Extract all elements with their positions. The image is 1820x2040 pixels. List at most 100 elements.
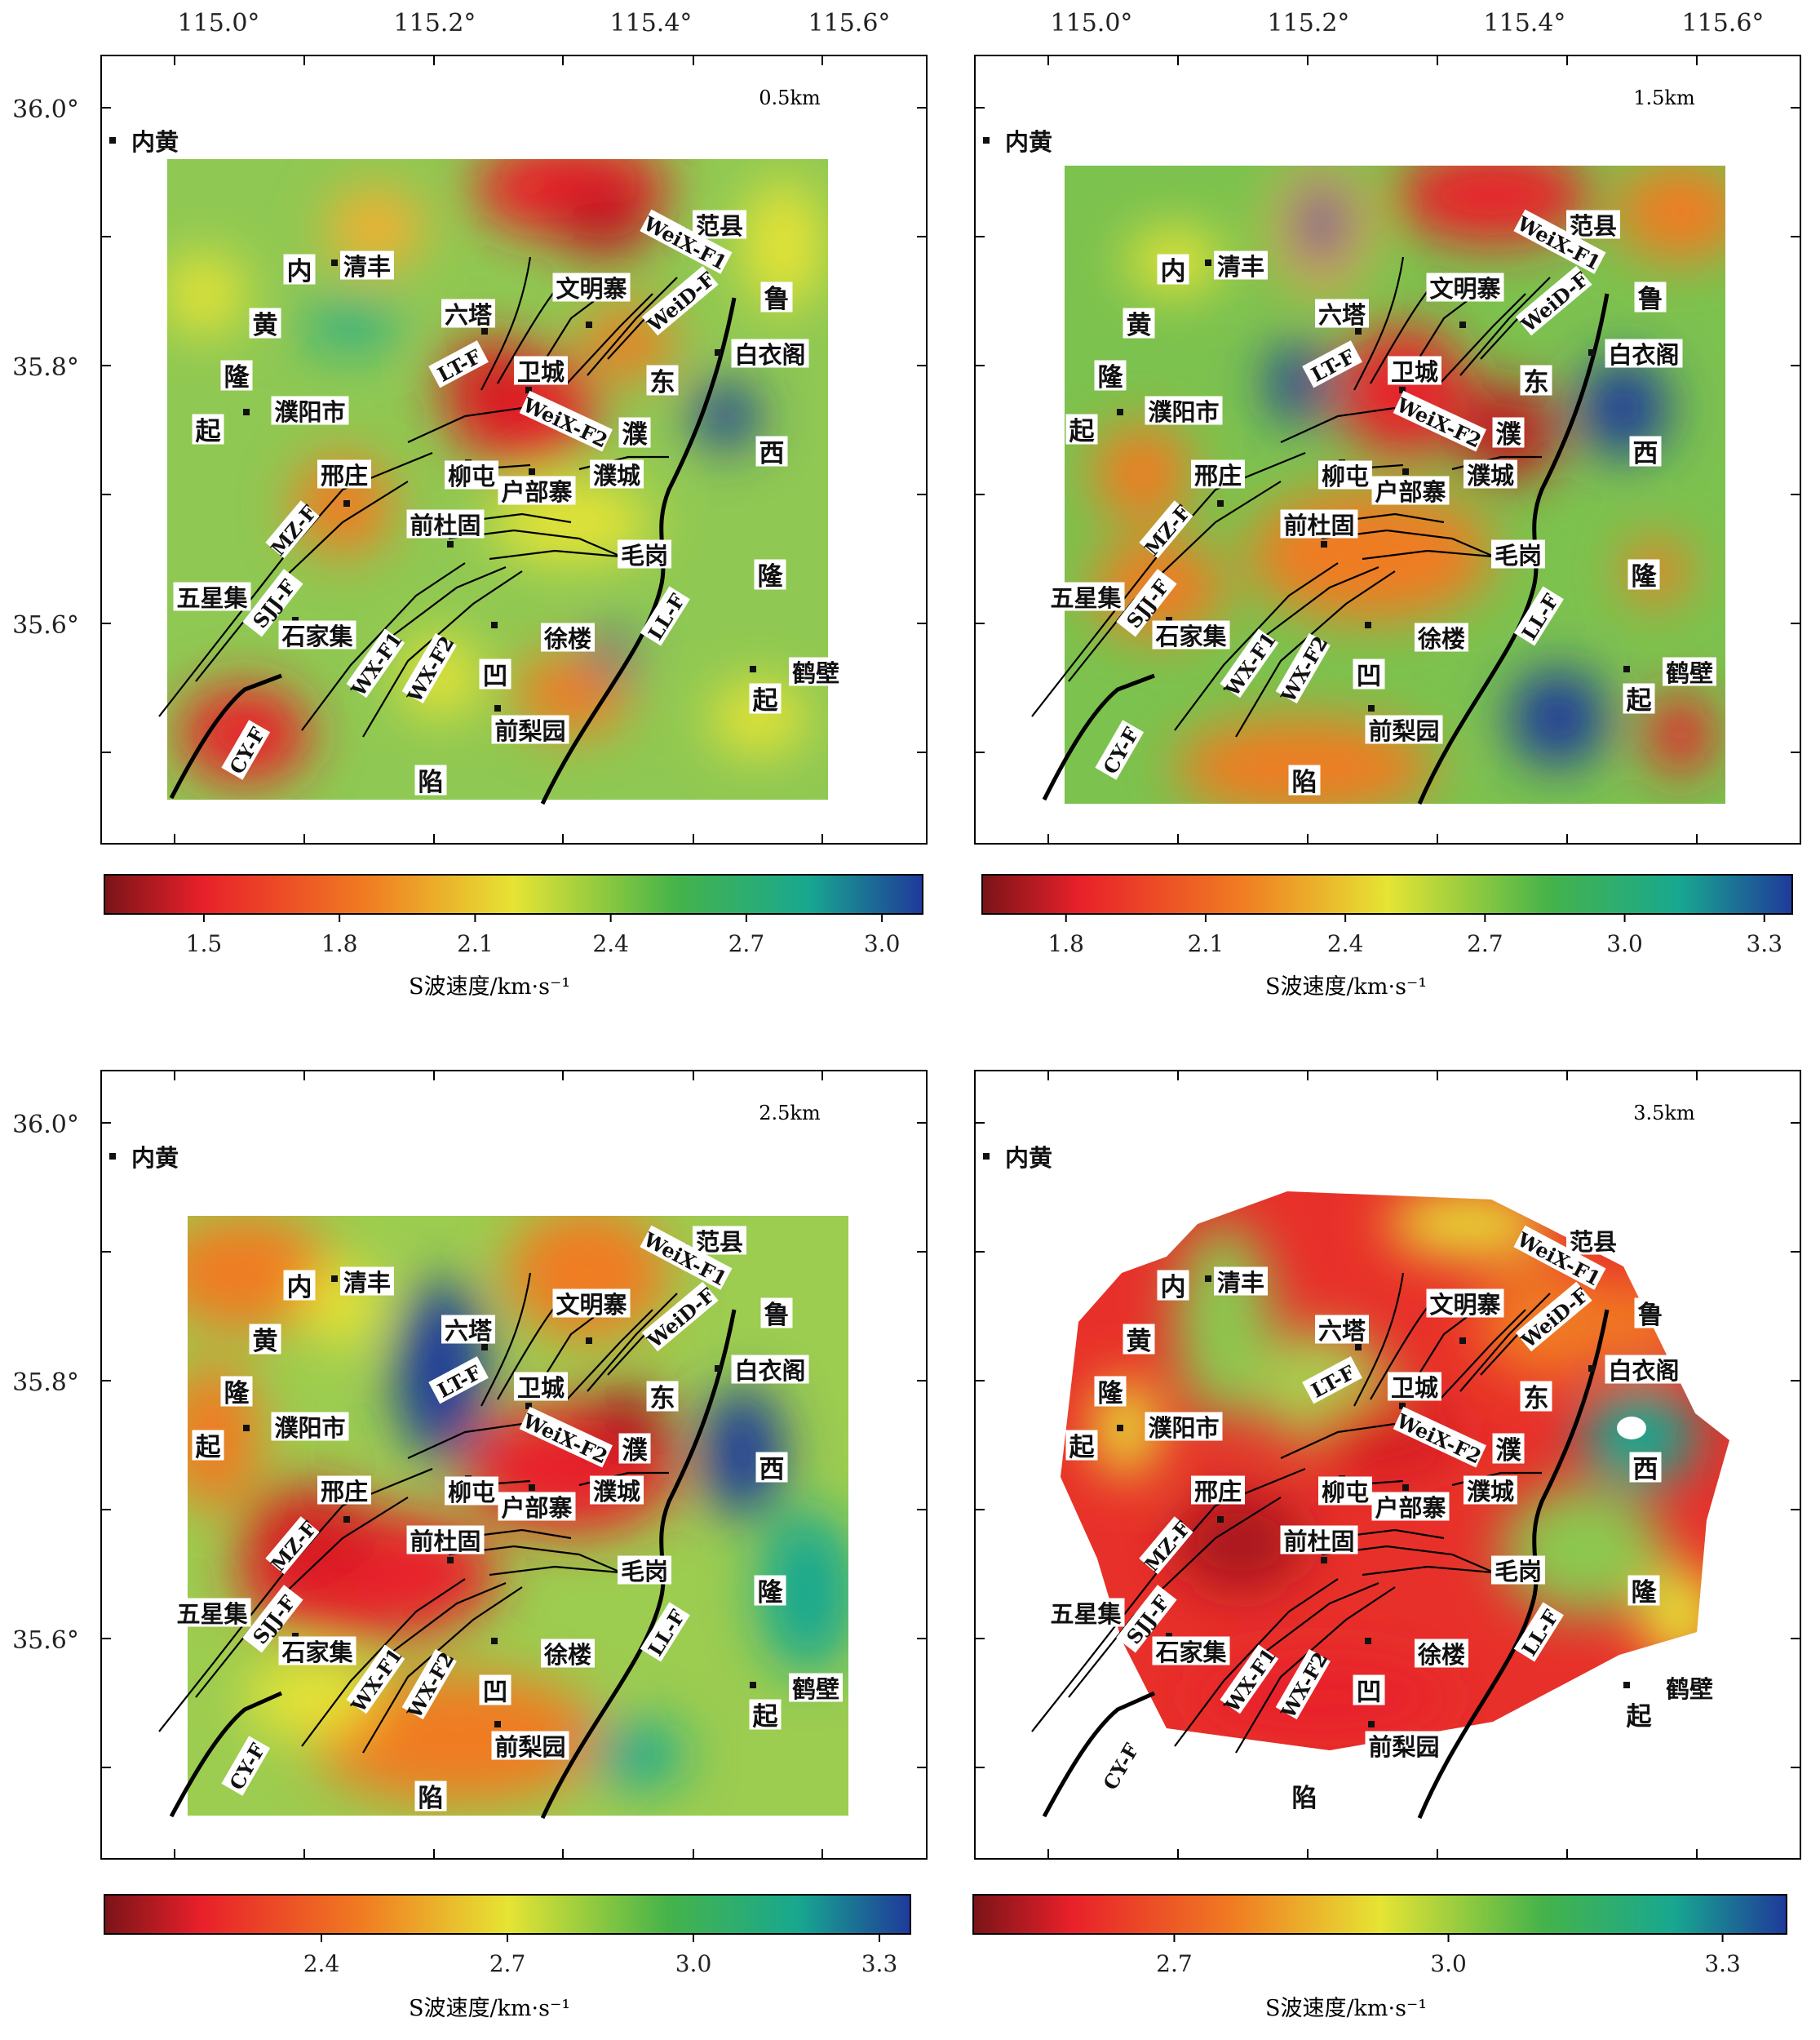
place-label-maogang-text: 毛岗 (1495, 1558, 1542, 1585)
place-label-hebi: 鹤壁 (1663, 1673, 1716, 1703)
station-marker (109, 137, 116, 144)
region-label-c_xi: 西 (755, 1452, 788, 1484)
colorbar-label: S波速度/km·s⁻¹ (409, 974, 570, 1000)
station-marker (1459, 322, 1466, 328)
place-label-shijiaji: 石家集 (1152, 1636, 1230, 1666)
place-label-neihuang_town-text: 内黄 (1005, 128, 1052, 156)
region-label-c_lu-text: 鲁 (1638, 1301, 1663, 1330)
place-label-liutun: 柳屯 (1318, 1476, 1372, 1506)
region-label-c_ao: 凹 (479, 659, 511, 691)
place-label-qingfeng-text: 清丰 (343, 253, 391, 281)
place-label-shijiaji-text: 石家集 (1154, 1639, 1227, 1666)
place-label-qingfeng: 清丰 (1214, 251, 1268, 281)
place-label-maogang: 毛岗 (618, 1555, 671, 1585)
region-label-c_long-text: 隆 (1098, 363, 1124, 392)
region-label-c_qi-text: 起 (1069, 1433, 1096, 1462)
station-marker (292, 1633, 299, 1639)
place-label-baiyige: 白衣阁 (1605, 339, 1683, 369)
region-label-c_long-text: 隆 (1632, 562, 1658, 592)
place-label-weicheng-text: 卫城 (517, 1374, 565, 1402)
station-marker (331, 1275, 338, 1282)
colorbar-2: 1.8 2.1 2.4 2.7 3.0 3.3 S波速度/km·s⁻¹ (981, 874, 1793, 1000)
place-label-baiyige: 白衣阁 (731, 339, 809, 369)
region-label-c_huang-text: 黄 (1127, 311, 1152, 340)
place-label-xingzhuang-text: 邢庄 (321, 462, 368, 490)
map-frame (100, 55, 928, 845)
place-label-qingfeng-text: 清丰 (1217, 1269, 1264, 1297)
place-label-neihuang_town: 内黄 (1002, 1142, 1056, 1172)
station-marker (529, 1484, 535, 1491)
place-label-xulou: 徐楼 (541, 623, 595, 653)
place-label-wenmingzhai-text: 文明寨 (556, 1291, 627, 1319)
region-label-c_qi: 起 (1065, 414, 1098, 446)
region-label-c_lu: 鲁 (760, 1297, 793, 1330)
panel-4-labels: 内黄清丰范县文明寨六塔卫城白衣阁濮阳市邢庄 柳屯户部寨濮城前杜固毛岗五星集石家集徐… (983, 1142, 1716, 1813)
station-marker (1205, 1275, 1211, 1282)
colorbar-tick-label: 2.7 (1156, 1950, 1193, 1977)
colorbar-tick-label: 2.4 (1327, 930, 1364, 957)
place-label-wenmingzhai-text: 文明寨 (1429, 275, 1500, 303)
place-label-wuxingji: 五星集 (173, 1598, 251, 1628)
place-label-baiyige: 白衣阁 (731, 1355, 809, 1385)
station-marker (1399, 1403, 1406, 1409)
place-label-liuta-text: 六塔 (445, 1317, 493, 1345)
region-label-c_xian: 陷 (414, 765, 447, 797)
region-label-c_ao: 凹 (1353, 1674, 1385, 1707)
place-label-qianduku: 前杜固 (1280, 1525, 1358, 1555)
station-marker (715, 349, 721, 356)
region-label-c_xian-text: 陷 (1292, 1784, 1317, 1813)
station-marker (1321, 541, 1327, 548)
station-marker (491, 622, 498, 628)
station-marker (525, 387, 532, 393)
lon-tick-label: 115.4° (610, 9, 693, 38)
region-label-c_long: 隆 (754, 559, 786, 592)
place-label-puchen-text: 濮城 (593, 462, 640, 490)
colorbar-tick-label: 2.7 (728, 930, 765, 957)
place-label-fanxian-text: 范县 (1570, 1228, 1617, 1256)
place-label-wuxingji: 五星集 (1047, 582, 1125, 612)
place-label-puchen-text: 濮城 (1467, 462, 1514, 490)
place-label-wuxingji-text: 五星集 (1050, 1600, 1122, 1628)
region-label-c_long-text: 隆 (1098, 1379, 1124, 1408)
place-label-qianliyuan-text: 前梨园 (494, 717, 565, 745)
place-label-baiyige-text: 白衣阁 (734, 341, 805, 369)
region-label-c_qi-text: 起 (1627, 1702, 1653, 1732)
panel-3-labels: 内黄清丰范县文明寨六塔卫城白衣阁濮阳市邢庄 柳屯户部寨濮城前杜固毛岗五星集石家集徐… (109, 1142, 843, 1813)
region-label-c_huang-text: 黄 (253, 1327, 278, 1356)
place-label-qingfeng: 清丰 (1214, 1266, 1268, 1297)
region-label-c_ao-text: 凹 (483, 662, 508, 691)
place-label-qianliyuan-text: 前梨园 (1368, 1733, 1439, 1761)
place-label-shijiaji: 石家集 (1152, 620, 1230, 650)
place-label-shijiaji-text: 石家集 (1154, 623, 1227, 650)
station-marker (1399, 387, 1406, 393)
place-label-xingzhuang: 邢庄 (1191, 1475, 1245, 1506)
place-label-hebi: 鹤壁 (1663, 657, 1716, 687)
depth-label: 2.5km (759, 1102, 821, 1124)
place-label-wuxingji-text: 五星集 (176, 1600, 248, 1628)
station-marker (529, 468, 535, 475)
region-label-c_xian: 陷 (414, 1781, 447, 1813)
colorbar-tick-label: 2.4 (592, 930, 629, 957)
place-label-xingzhuang-text: 邢庄 (321, 1478, 368, 1506)
place-label-fanxian-text: 范县 (696, 1228, 743, 1256)
place-label-liuta: 六塔 (1315, 1315, 1369, 1345)
place-label-hubuzhai: 户部寨 (1371, 476, 1450, 506)
place-label-xulou-text: 徐楼 (1417, 625, 1465, 653)
place-label-puchen: 濮城 (1464, 459, 1517, 490)
region-label-c_lu: 鲁 (1634, 282, 1667, 314)
region-label-c_pu: 濮 (1492, 1433, 1525, 1466)
station-marker (1402, 468, 1409, 475)
region-label-c_huang-text: 黄 (1127, 1327, 1152, 1356)
lat-tick-label: 35.6° (12, 611, 79, 640)
place-label-weicheng: 卫城 (1388, 1372, 1441, 1402)
place-label-maogang: 毛岗 (1491, 539, 1545, 570)
place-label-neihuang_town: 内黄 (128, 126, 182, 156)
place-label-wenmingzhai: 文明寨 (552, 273, 631, 303)
place-label-liuta: 六塔 (441, 1315, 495, 1345)
region-label-c_qi-text: 起 (196, 1433, 222, 1462)
place-label-fanxian: 范县 (1566, 1226, 1620, 1256)
place-label-xulou: 徐楼 (1415, 1639, 1468, 1669)
colorbar-gradient (104, 874, 923, 915)
region-label-c_long: 隆 (220, 1376, 253, 1408)
